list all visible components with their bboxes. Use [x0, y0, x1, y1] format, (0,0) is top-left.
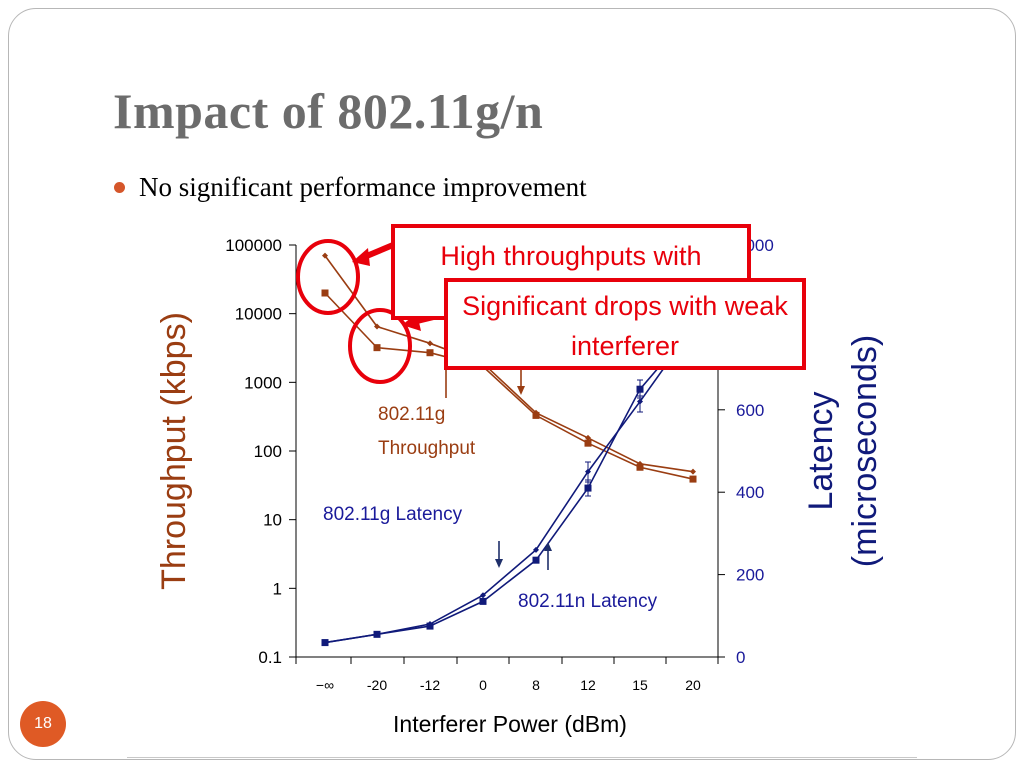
series-line-4: [324, 326, 694, 644]
y-right-axis-label-line2: (microseconds): [846, 335, 884, 567]
data-point: [321, 639, 329, 647]
data-point: [427, 340, 433, 347]
callout-high-throughputs-text: High throughputs with: [440, 241, 702, 271]
annotation-80211g-throughput-line2: Throughput: [378, 438, 476, 459]
bullet-dot-icon: [114, 182, 125, 193]
data-point: [689, 475, 697, 483]
y-right-tick-label: 0: [736, 648, 745, 667]
x-tick-label: 0: [479, 677, 487, 693]
bullet-item: No significant performance improvement: [114, 172, 587, 203]
bottom-rule: [127, 757, 917, 758]
annotation-80211g-throughput-line1: 802.11g: [378, 404, 445, 425]
slide-frame: [8, 8, 1016, 760]
x-tick-label: 8: [532, 677, 540, 693]
y-left-tick-label: 1000: [244, 373, 282, 392]
arrow-head-latency-n: [544, 542, 552, 551]
arrow-head-latency-g: [495, 559, 503, 568]
bullet-text: No significant performance improvement: [139, 172, 587, 202]
data-point: [373, 630, 381, 638]
y-left-tick-label: 100: [254, 442, 282, 461]
data-point: [321, 289, 329, 297]
data-point: [533, 546, 539, 553]
data-point: [322, 252, 328, 259]
series-line-2: [324, 292, 694, 480]
data-point: [532, 556, 540, 564]
y-left-axis-label: Throughput (kbps): [155, 312, 193, 590]
data-point: [584, 439, 592, 447]
x-axis-label: Interferer Power (dBm): [393, 711, 627, 737]
highlight-circle-high: [296, 239, 360, 315]
data-point: [636, 463, 644, 471]
y-left-tick-label: 1: [273, 579, 282, 598]
data-point: [374, 323, 380, 330]
data-point: [426, 622, 434, 630]
page-number-badge: 18: [20, 701, 66, 747]
x-tick-label: -12: [420, 677, 440, 693]
slide-title: Impact of 802.11g/n: [113, 83, 544, 139]
callout-significant-drops-text: Significant drops with weak interferer: [462, 291, 788, 361]
series-line-1: [324, 255, 694, 473]
page-number: 18: [34, 715, 52, 732]
annotation-80211g-latency: 802.11g Latency: [323, 504, 463, 525]
y-left-tick-label: 10000: [235, 305, 282, 324]
y-right-tick-label: 200: [736, 566, 764, 585]
arrow-head-throughput: [517, 386, 525, 395]
callout-significant-drops: Significant drops with weak interferer: [444, 278, 806, 370]
x-tick-label: 15: [632, 677, 648, 693]
y-left-tick-label: 100000: [225, 236, 282, 255]
y-right-tick-label: 600: [736, 401, 764, 420]
pointer-arrow-head-high: [352, 248, 370, 266]
y-left-tick-label: 0.1: [258, 648, 282, 667]
data-point: [532, 411, 540, 419]
x-tick-label: 20: [685, 677, 701, 693]
x-tick-label: 12: [580, 677, 596, 693]
data-point: [480, 592, 486, 599]
y-right-axis-label-line1: Latency: [802, 391, 840, 510]
data-point: [479, 597, 487, 605]
annotation-80211n-latency: 802.11n Latency: [518, 591, 658, 612]
data-point: [373, 344, 381, 352]
y-left-tick-label: 10: [263, 511, 282, 530]
y-right-tick-label: 400: [736, 483, 764, 502]
x-tick-label: −∞: [316, 677, 334, 693]
data-point: [690, 468, 696, 475]
highlight-circle-drop: [348, 308, 412, 384]
data-point: [426, 349, 434, 357]
data-point: [585, 434, 591, 441]
x-tick-label: -20: [367, 677, 387, 693]
